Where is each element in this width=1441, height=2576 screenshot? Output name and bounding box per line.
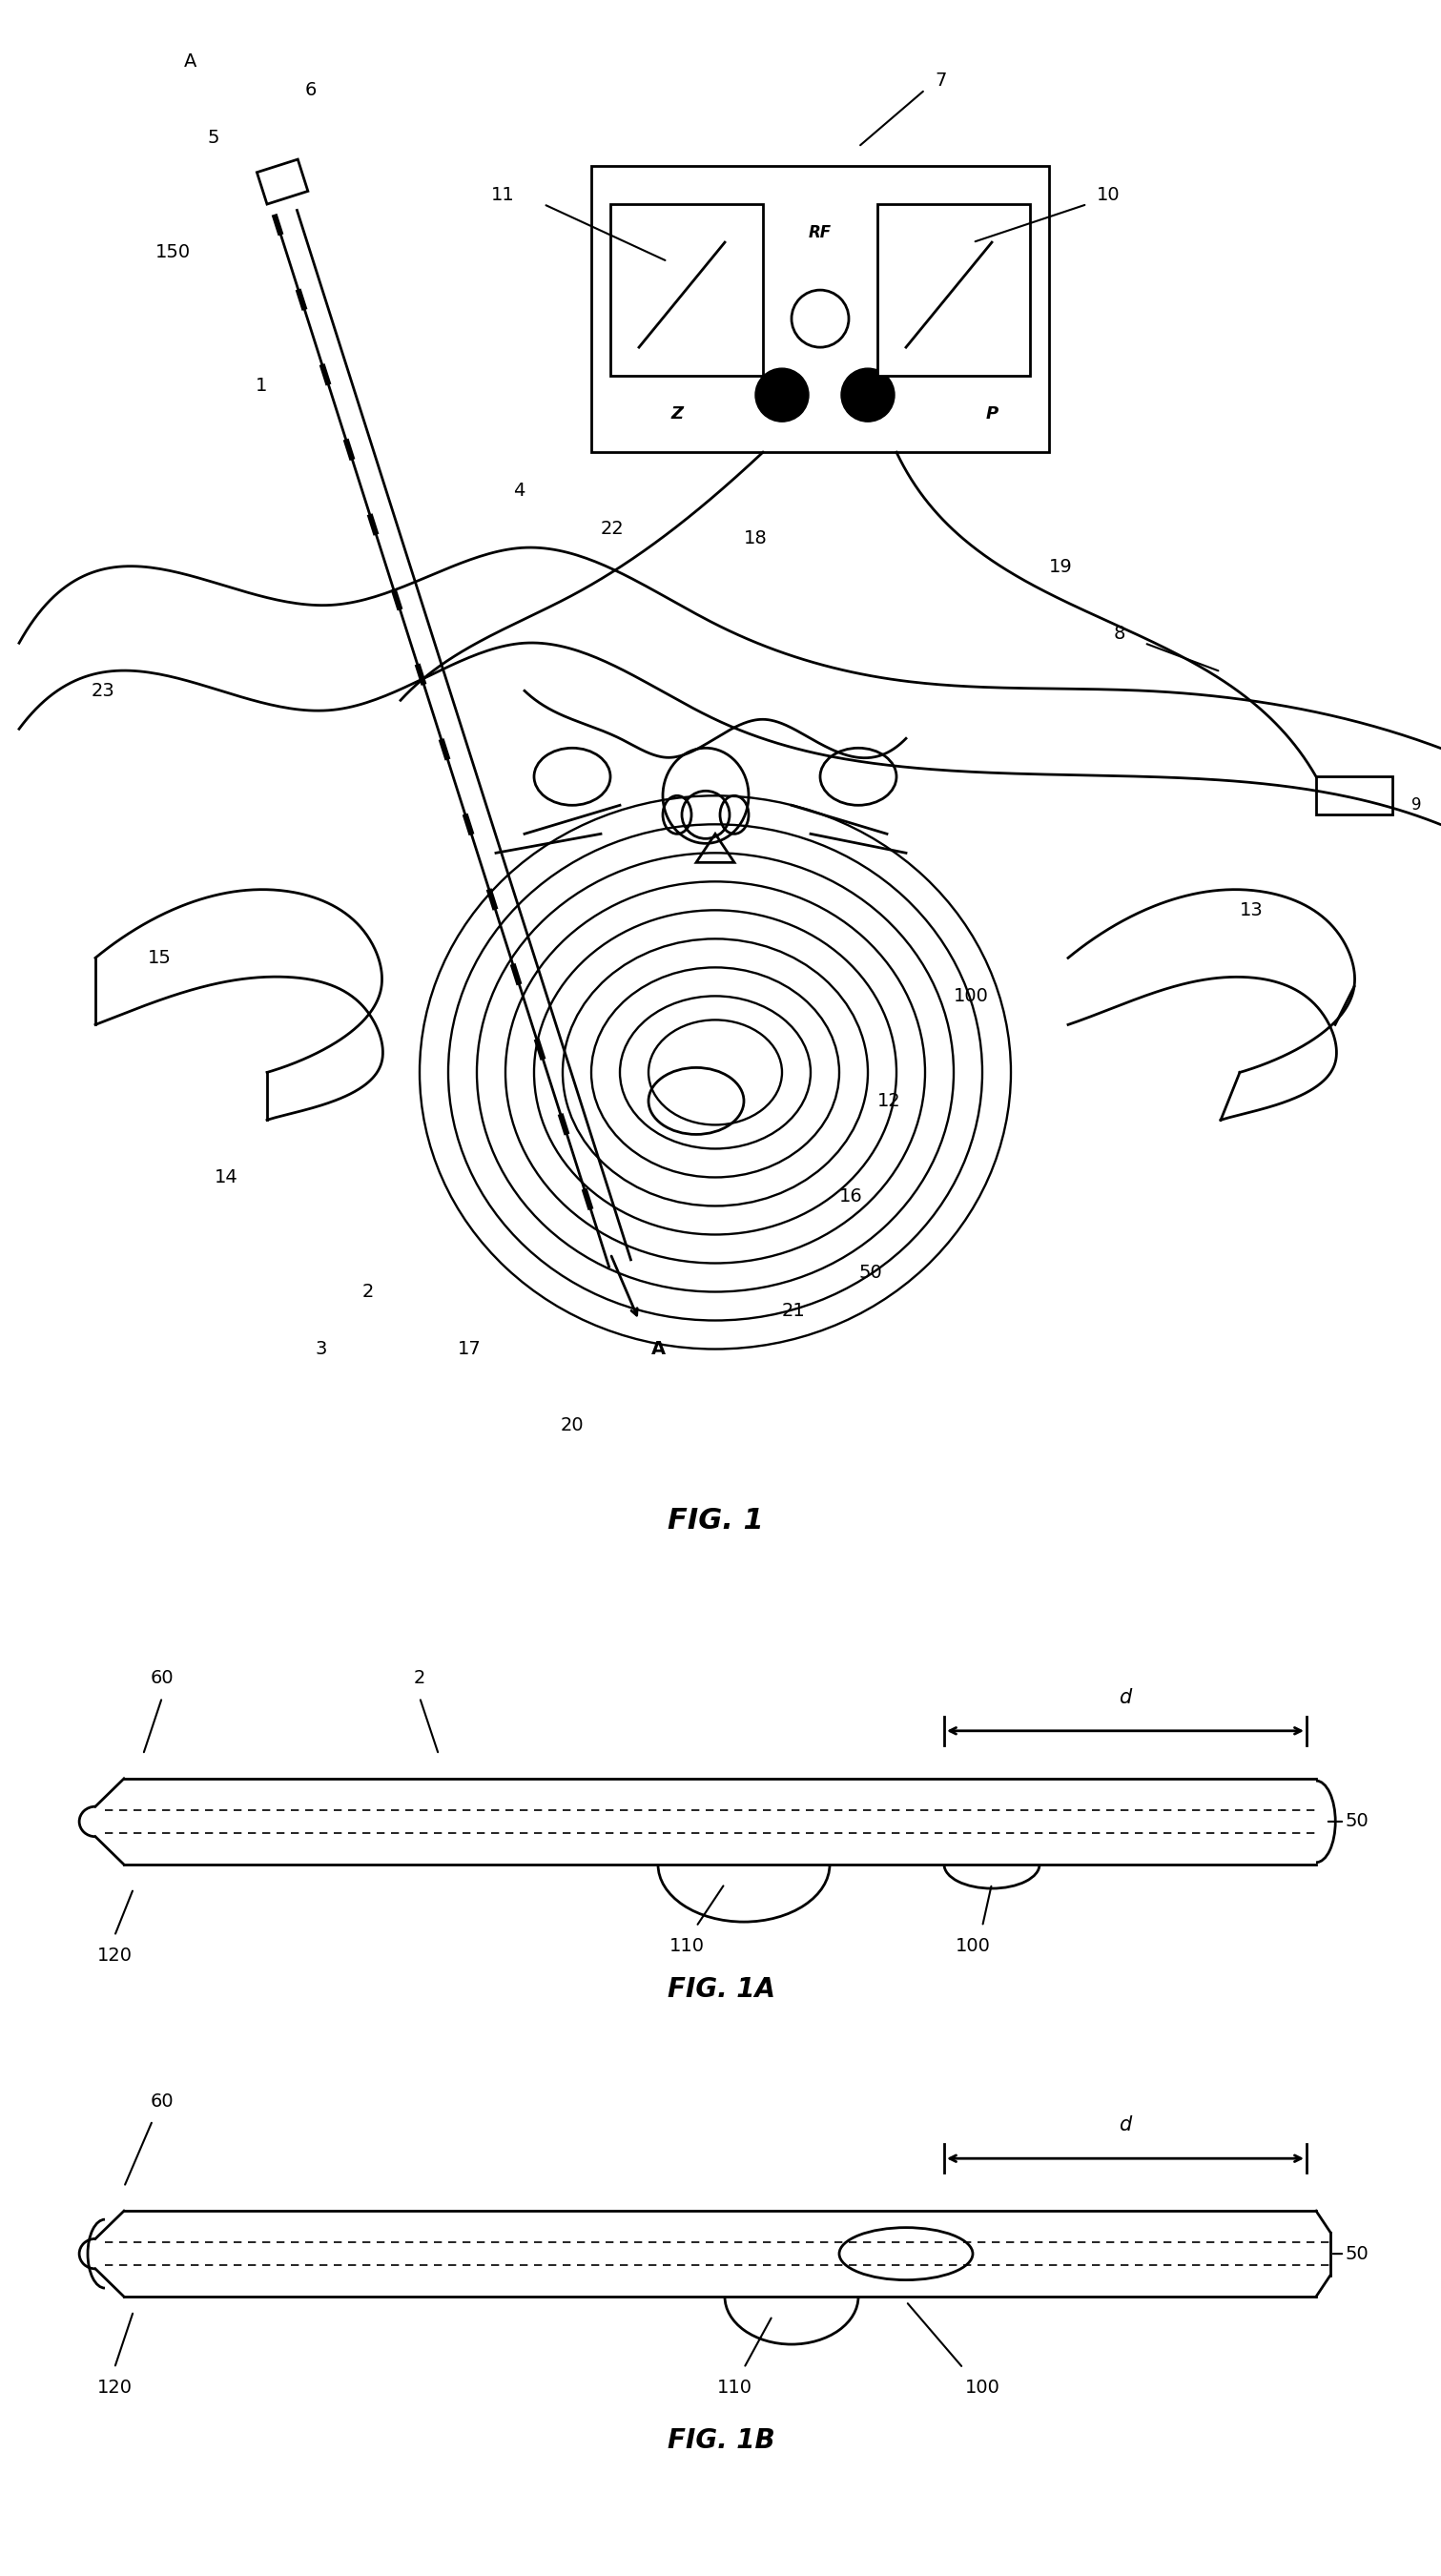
Text: 17: 17 [458, 1340, 481, 1358]
Text: FIG. 1B: FIG. 1B [667, 2427, 775, 2455]
Text: 150: 150 [156, 242, 190, 260]
Bar [878, 204, 1030, 376]
Text: 50: 50 [1344, 2244, 1369, 2262]
Text: 5: 5 [208, 129, 219, 147]
Text: 100: 100 [954, 987, 989, 1005]
Text: 12: 12 [878, 1092, 901, 1110]
Text: A: A [184, 52, 197, 70]
Text: 15: 15 [148, 948, 171, 966]
Text: 10: 10 [1097, 185, 1120, 204]
Text: 120: 120 [97, 2378, 133, 2396]
Text: Z: Z [672, 404, 683, 422]
Text: 20: 20 [561, 1417, 584, 1435]
Text: 22: 22 [601, 520, 624, 538]
Text: 60: 60 [150, 1669, 174, 1687]
Text: 21: 21 [782, 1301, 806, 1319]
Text: 14: 14 [215, 1170, 238, 1188]
Text: A: A [651, 1340, 666, 1358]
Text: 1: 1 [255, 376, 267, 394]
Text: 50: 50 [1344, 1814, 1369, 1832]
Bar [256, 160, 308, 204]
Text: 120: 120 [97, 1947, 133, 1965]
Text: RF: RF [808, 224, 831, 242]
Text: d: d [1120, 2115, 1131, 2136]
Text: 110: 110 [669, 1937, 705, 1955]
Text: 23: 23 [91, 683, 114, 701]
Bar [591, 165, 1049, 453]
Text: 2: 2 [362, 1283, 375, 1301]
Text: 4: 4 [513, 482, 525, 500]
Text: 9: 9 [1411, 796, 1421, 814]
Text: 18: 18 [744, 528, 768, 546]
Text: FIG. 1: FIG. 1 [667, 1507, 764, 1535]
Text: 100: 100 [964, 2378, 1000, 2396]
Circle shape [842, 368, 895, 422]
Text: 50: 50 [859, 1265, 882, 1283]
Text: 110: 110 [716, 2378, 752, 2396]
Text: 16: 16 [839, 1188, 863, 1206]
Text: 11: 11 [491, 185, 514, 204]
Text: P: P [986, 404, 999, 422]
Text: FIG. 1A: FIG. 1A [667, 1976, 775, 2004]
Text: 60: 60 [150, 2092, 174, 2110]
Bar [1316, 775, 1392, 814]
Text: 100: 100 [955, 1937, 990, 1955]
Text: 2: 2 [414, 1669, 425, 1687]
Bar [611, 204, 762, 376]
Text: 6: 6 [305, 80, 317, 98]
Text: 8: 8 [1114, 623, 1125, 641]
Circle shape [755, 368, 808, 422]
Text: d: d [1120, 1687, 1131, 1708]
Text: 7: 7 [935, 72, 947, 90]
Text: 13: 13 [1239, 902, 1264, 920]
Text: 3: 3 [314, 1340, 327, 1358]
Text: 19: 19 [1049, 556, 1072, 577]
